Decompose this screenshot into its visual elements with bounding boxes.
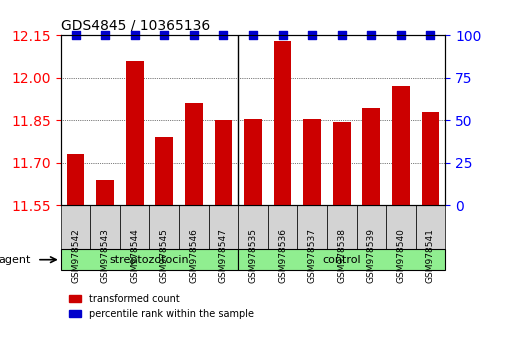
Point (337, 33, 345, 38)
Text: GSM978535: GSM978535 (248, 228, 257, 283)
Bar (67, 154, 84, 205)
Bar (90, 205, 120, 251)
Legend: transformed count, percentile rank within the sample: transformed count, percentile rank withi… (66, 290, 257, 323)
Bar (302, 119, 320, 205)
Text: GSM978547: GSM978547 (219, 228, 227, 283)
Point (71, 33, 79, 38)
Point (308, 33, 316, 38)
Bar (120, 205, 149, 251)
Bar (273, 41, 291, 205)
Text: streptozotocin: streptozotocin (110, 255, 189, 265)
Bar (362, 108, 379, 205)
Bar (326, 205, 356, 251)
Text: GSM978540: GSM978540 (395, 228, 405, 283)
Bar (385, 205, 415, 251)
Bar (243, 119, 262, 205)
Point (160, 33, 168, 38)
Bar (238, 205, 267, 251)
Point (396, 33, 404, 38)
Bar (421, 112, 438, 205)
Point (248, 33, 257, 38)
Bar (356, 205, 385, 251)
Text: GDS4845 / 10365136: GDS4845 / 10365136 (61, 19, 210, 33)
Bar (267, 205, 297, 251)
Point (130, 33, 138, 38)
Bar (149, 205, 179, 251)
Bar (185, 103, 203, 205)
Point (189, 33, 197, 38)
Bar (214, 120, 232, 205)
Point (278, 33, 286, 38)
Bar (332, 122, 350, 205)
Point (367, 33, 375, 38)
Bar (126, 61, 143, 205)
Bar (208, 205, 238, 251)
Point (101, 33, 109, 38)
Text: GSM978536: GSM978536 (278, 228, 286, 283)
Text: GSM978537: GSM978537 (307, 228, 316, 283)
Bar (179, 205, 208, 251)
Bar (155, 137, 173, 205)
Text: GSM978539: GSM978539 (366, 228, 375, 283)
Point (219, 33, 227, 38)
Bar (415, 205, 444, 251)
Text: GSM978546: GSM978546 (189, 228, 198, 283)
Bar (238, 250, 444, 270)
Text: GSM978538: GSM978538 (336, 228, 345, 283)
Text: GSM978542: GSM978542 (71, 228, 80, 283)
Bar (96, 180, 114, 205)
Bar (61, 250, 238, 270)
Bar (391, 86, 409, 205)
Text: agent: agent (0, 255, 31, 265)
Text: control: control (322, 255, 361, 265)
Text: GSM978545: GSM978545 (160, 228, 169, 283)
Text: GSM978541: GSM978541 (425, 228, 434, 283)
Point (426, 33, 434, 38)
Text: GSM978544: GSM978544 (130, 228, 139, 283)
Text: GSM978543: GSM978543 (100, 228, 110, 283)
Bar (61, 205, 90, 251)
Bar (297, 205, 326, 251)
